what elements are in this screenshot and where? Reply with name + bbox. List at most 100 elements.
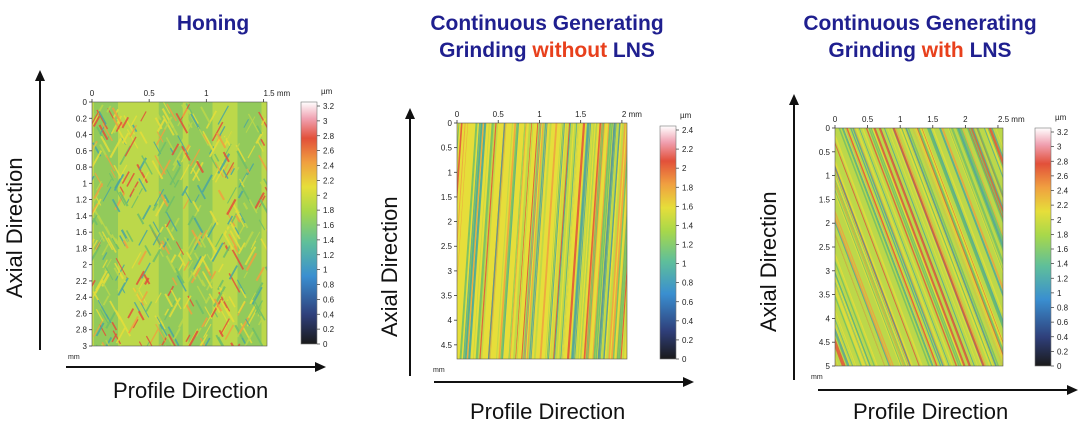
y-tick-label: 2: [448, 218, 453, 227]
x-tick-label: 0: [833, 115, 838, 124]
y-tick-label: 1: [83, 179, 88, 188]
y-tick-label: 2: [826, 219, 831, 228]
surface-plot-cgg-with-lns: 0 0.5 1 1.5 2 2.5 mm 0 0.5 1 1.5 2 2.5 3 3.5 4 4.5 5mm µm…: [811, 113, 1069, 381]
title-text: Continuous Generating: [803, 12, 1037, 35]
colorbar-tick-label: 2.2: [682, 145, 694, 154]
title-text: LNS: [963, 39, 1012, 62]
profile-direction-label: Profile Direction: [470, 399, 626, 424]
profile-direction-label: Profile Direction: [853, 399, 1009, 424]
y-tick-label: 1.5: [819, 195, 831, 204]
colorbar-tick-label: 3.2: [1057, 128, 1069, 137]
colorbar-tick-label: 0.6: [1057, 318, 1069, 327]
colorbar-tick-label: 1.6: [1057, 245, 1069, 254]
colorbar-tick-label: 1.6: [323, 221, 335, 230]
y-tick-label: 2.5: [819, 243, 831, 252]
colorbar-tick-label: 2: [1057, 216, 1062, 225]
profile-arrow: [66, 362, 326, 372]
colorbar-tick-label: 0.6: [323, 295, 335, 304]
x-tick-label: 0.5: [862, 115, 874, 124]
colorbar-unit: µm: [321, 87, 333, 96]
colorbar-tick-label: 2: [682, 164, 687, 173]
profile-arrow: [434, 377, 694, 387]
colorbar-unit: µm: [680, 111, 692, 120]
y-tick-label: 3: [83, 342, 88, 351]
colorbar-tick-label: 3: [323, 117, 328, 126]
colorbar-tick-label: 0.8: [1057, 304, 1069, 313]
surface-plot-honing: 0 0.5 1 1.5 mm 0 0.2 0.4 0.6 0.8 1 1.2 1.4 1.6 1.8 2 2.…: [68, 87, 335, 361]
colorbar-unit: µm: [1055, 113, 1067, 122]
colorbar-tick-label: 2.8: [1057, 157, 1069, 166]
colorbar-tick-label: 1.8: [682, 183, 694, 192]
surface-texture: [92, 102, 267, 346]
y-tick-label: 3.5: [819, 291, 831, 300]
y-tick-label: 5: [826, 362, 831, 371]
y-tick-label: 3: [826, 267, 831, 276]
y-tick-label: 2.4: [76, 293, 88, 302]
colorbar-tick-label: 0.4: [682, 317, 694, 326]
colorbar-tick-label: 0: [682, 355, 687, 364]
colorbar: [300, 101, 318, 345]
y-tick-label: 0.5: [819, 148, 831, 157]
colorbar-tick-label: 2.4: [1057, 187, 1069, 196]
panel-title: Continuous Generating Grinding without LN…: [397, 10, 697, 64]
colorbar-tick-label: 0.2: [682, 336, 694, 345]
colorbar-tick-label: 0: [1057, 362, 1062, 371]
title-text: Continuous Generating: [430, 12, 664, 35]
title-highlight: with: [921, 39, 964, 62]
y-tick-label: 1: [448, 168, 453, 177]
colorbar-tick-label: 1.4: [323, 236, 335, 245]
x-tick-label: 0.5: [493, 110, 505, 119]
surface-texture: [835, 128, 1003, 366]
y-tick-label: 2: [83, 261, 88, 270]
colorbar-tick-label: 1.6: [682, 202, 694, 211]
axial-direction-label: Axial Direction: [756, 191, 781, 332]
surface-map-frame: [91, 101, 268, 347]
surface-plot-cgg-without-lns: 0 0.5 1 1.5 2 mm 0 0.5 1 1.5 2 2.5 3 3.5 4 4.5 mm µm 2.4 2…: [433, 110, 694, 374]
x-tick-label: 1: [204, 89, 209, 98]
y-tick-label: 4: [826, 314, 831, 323]
x-tick-label: 1.5: [927, 115, 939, 124]
y-tick-label: 4.5: [441, 341, 453, 350]
colorbar-tick-label: 2.2: [1057, 201, 1069, 210]
colorbar-tick-label: 1.2: [1057, 274, 1069, 283]
y-tick-label: 0: [826, 124, 831, 133]
axis-unit-label: mm: [811, 374, 823, 381]
panel-title: Honing: [113, 10, 313, 37]
colorbar-tick-label: 0: [323, 340, 328, 349]
y-tick-label: 1.8: [76, 244, 88, 253]
y-tick-label: 1.2: [76, 196, 88, 205]
colorbar-tick-label: 3.2: [323, 102, 335, 111]
y-tick-label: 2.8: [76, 326, 88, 335]
axial-direction-label: Axial Direction: [2, 157, 27, 298]
colorbar-tick-label: 2.6: [323, 147, 335, 156]
colorbar-tick-label: 0.8: [682, 279, 694, 288]
colorbar-tick-label: 2.4: [323, 162, 335, 171]
y-tick-label: 2.6: [76, 309, 88, 318]
colorbar-tick-label: 0.2: [323, 325, 335, 334]
panel-title: Continuous Generating Grinding with LNS: [770, 10, 1070, 64]
x-tick-label: 1.5 mm: [264, 89, 291, 98]
title-text: LNS: [607, 39, 655, 62]
axial-arrow: [35, 70, 45, 350]
y-tick-label: 1.4: [76, 212, 88, 221]
colorbar-tick-label: 0.2: [1057, 347, 1069, 356]
title-text: Honing: [176, 12, 250, 35]
y-tick-label: 0.4: [76, 131, 88, 140]
axis-unit-label: mm: [433, 367, 445, 374]
y-tick-label: 4: [448, 316, 453, 325]
x-tick-label: 1.5: [575, 110, 587, 119]
colorbar-tick-label: 0.6: [682, 298, 694, 307]
colorbar-tick-label: 0.4: [323, 310, 335, 319]
title-line: Honing: [113, 10, 313, 37]
y-tick-label: 2.5: [441, 242, 453, 251]
axial-arrow: [405, 108, 415, 376]
x-tick-label: 2 mm: [622, 110, 642, 119]
y-tick-label: 1.5: [441, 193, 453, 202]
colorbar: [1034, 127, 1052, 367]
colorbar: [659, 125, 677, 360]
x-tick-label: 0: [90, 89, 95, 98]
surface-texture: [457, 123, 627, 359]
colorbar-tick-label: 1.8: [323, 206, 335, 215]
title-line: Continuous Generating: [770, 10, 1070, 37]
colorbar-tick-label: 2.8: [323, 132, 335, 141]
